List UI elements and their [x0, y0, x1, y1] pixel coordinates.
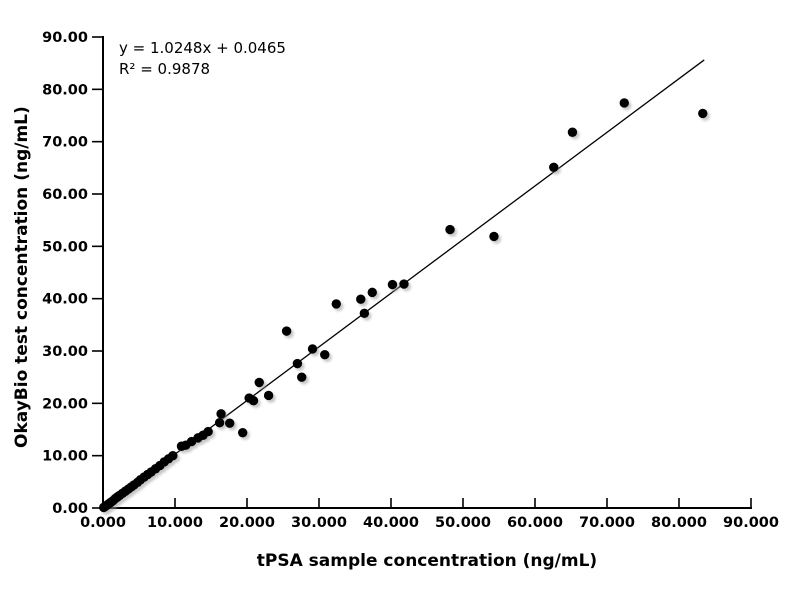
data-point [237, 427, 248, 438]
trendline-equation: y = 1.0248x + 0.0465 R² = 0.9878 [119, 38, 286, 80]
data-point [359, 308, 370, 319]
data-point [281, 326, 292, 336]
y-tick-label: 90.00 [42, 30, 88, 46]
data-point [367, 287, 377, 298]
data-point [356, 294, 366, 304]
data-point [387, 279, 398, 290]
data-point [320, 349, 330, 360]
data-point [292, 358, 303, 369]
data-point [263, 390, 274, 401]
data-point [203, 426, 213, 437]
y-tick-label: 50.00 [42, 239, 88, 255]
x-tick-label: 0.000 [80, 515, 126, 531]
x-tick-label: 10.000 [147, 515, 203, 531]
data-point [567, 127, 578, 137]
data-point [297, 372, 307, 382]
data-point-shadows [101, 100, 710, 515]
data-point [216, 409, 226, 419]
trendline-r-squared: R² = 0.9878 [119, 60, 211, 78]
data-point [445, 224, 455, 235]
data-point [489, 231, 499, 242]
y-tick-label: 70.00 [42, 135, 88, 151]
data-point [331, 299, 341, 309]
axis-tick-labels: 0.00 10.00 20.00 30.00 40.00 50.00 60.00 70.00 8… [42, 30, 779, 531]
x-axis-title: tPSA sample concentration (ng/mL) [256, 551, 598, 571]
y-tick-label: 40.00 [42, 292, 88, 308]
data-point [254, 377, 264, 388]
x-tick-label: 80.000 [651, 515, 707, 531]
data-point [168, 450, 178, 461]
data-point [619, 98, 629, 108]
x-tick-label: 50.000 [435, 515, 491, 531]
y-tick-label: 30.00 [42, 344, 88, 360]
data-points [99, 98, 708, 513]
x-tick-label: 60.000 [507, 515, 563, 531]
x-tick-label: 40.000 [363, 515, 419, 531]
axes [102, 36, 752, 509]
data-point [698, 108, 708, 119]
data-point [307, 344, 318, 354]
trendline-equation-line: y = 1.0248x + 0.0465 [119, 39, 286, 57]
data-point [225, 418, 235, 428]
data-point [248, 396, 259, 406]
y-tick-label: 20.00 [42, 396, 88, 412]
x-tick-label: 20.000 [219, 515, 275, 531]
data-point [214, 417, 225, 428]
x-tick-label: 30.000 [291, 515, 347, 531]
x-tick-label: 90.000 [723, 515, 779, 531]
y-tick-label: 60.00 [42, 187, 88, 203]
y-tick-label: 0.00 [52, 501, 88, 517]
x-tick-label: 70.000 [579, 515, 635, 531]
y-tick-label: 80.00 [42, 82, 88, 98]
y-axis-title: OkayBio test concentration (ng/mL) [12, 106, 32, 448]
y-tick-label: 10.00 [42, 449, 88, 465]
data-point [549, 162, 559, 173]
data-point [399, 279, 409, 289]
